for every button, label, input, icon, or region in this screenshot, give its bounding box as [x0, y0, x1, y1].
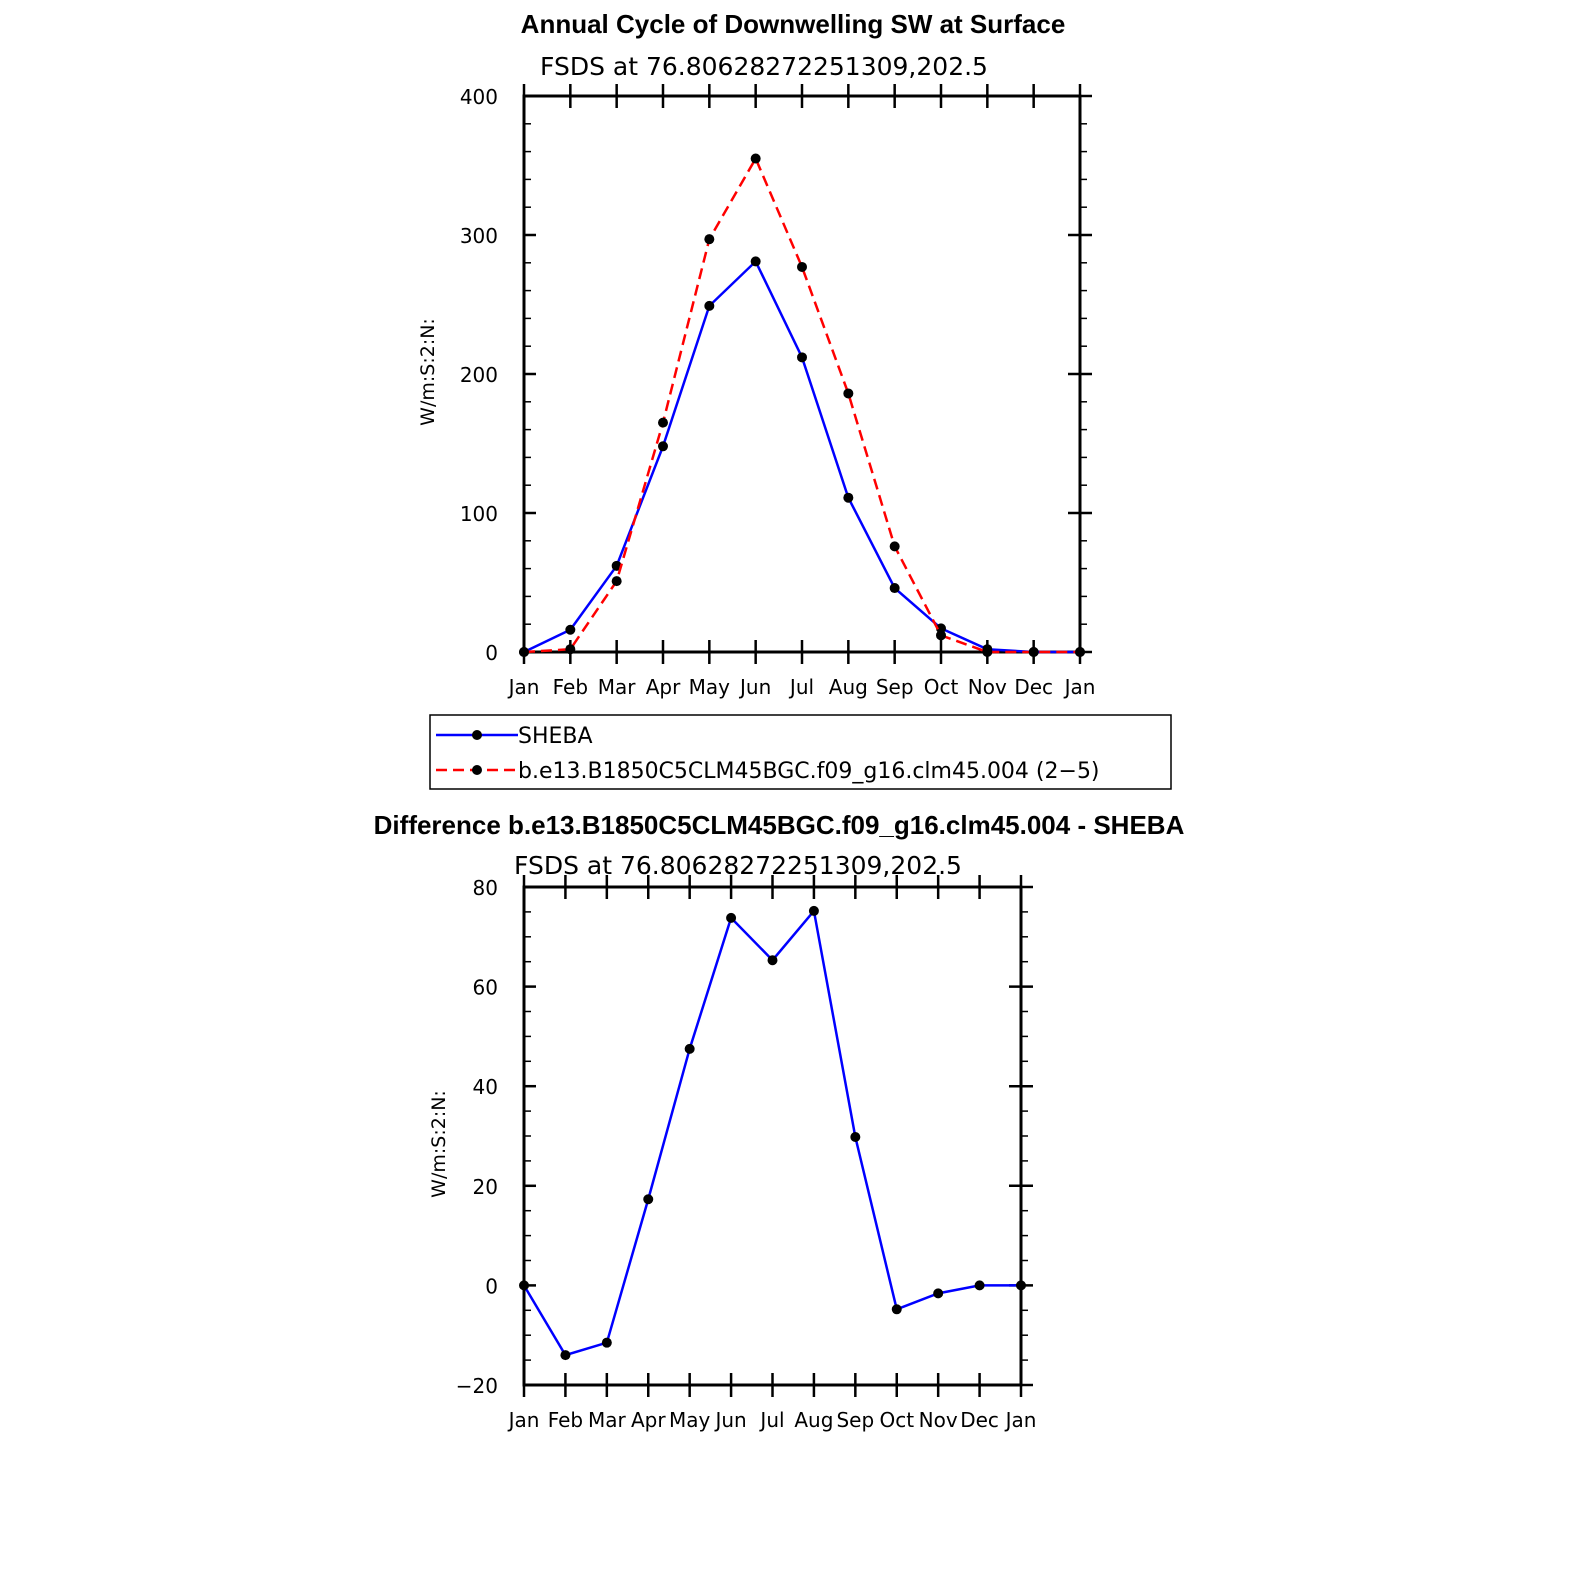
series-1-point	[982, 647, 993, 657]
series-0-point	[565, 624, 576, 635]
x-tick-label: Apr	[631, 1408, 666, 1432]
y-tick-label: 60	[473, 976, 498, 1000]
x-tick-label: Dec	[960, 1408, 999, 1432]
chart-1-plot-frame	[522, 94, 1082, 654]
series-0-point	[601, 1337, 612, 1348]
difference-chart: Difference b.e13.B1850C5CLM45BGC.f09_g16…	[374, 810, 1185, 1432]
x-tick-label: Jan	[507, 1408, 540, 1432]
x-tick-label: May	[669, 1408, 711, 1432]
x-tick-label: Jan	[507, 675, 540, 699]
chart-2-y-axis-label: W/m:S:2:N:	[428, 1090, 450, 1198]
x-tick-label: Apr	[646, 675, 681, 699]
series-line-0	[522, 908, 1021, 1357]
series-0-point	[767, 955, 778, 966]
series-1-point	[889, 541, 900, 552]
series-0-point	[936, 623, 946, 634]
x-tick-label: Jun	[713, 1408, 746, 1432]
series-1-point	[704, 234, 715, 245]
series-0-point	[1016, 1280, 1026, 1291]
series-0-point	[808, 905, 819, 916]
x-tick-label: Oct	[924, 675, 959, 699]
x-tick-label: Aug	[829, 675, 868, 699]
chart-2-title: Difference b.e13.B1850C5CLM45BGC.f09_g16…	[374, 810, 1185, 840]
x-tick-label: Mar	[598, 675, 637, 699]
series-0-point	[889, 583, 900, 594]
y-tick-label: 0	[485, 1274, 498, 1298]
chart-1-y-axis-label: W/m:S:2:N:	[417, 318, 439, 426]
y-tick-label: 100	[460, 502, 498, 526]
series-0-point	[684, 1043, 695, 1054]
series-0-point	[891, 1304, 902, 1315]
series-0-point	[704, 300, 715, 311]
series-1-point	[565, 644, 576, 655]
series-1-point	[843, 388, 854, 399]
y-tick-label: 0	[485, 641, 498, 665]
series-0-point	[850, 1131, 861, 1142]
x-tick-label: May	[689, 675, 731, 699]
series-0-point	[797, 352, 807, 363]
x-tick-label: Jan	[1004, 1408, 1037, 1432]
x-tick-label: Feb	[553, 675, 588, 699]
x-tick-label: Oct	[879, 1408, 914, 1432]
chart-1-legend: SHEBA b.e13.B1850C5CLM45BGC.f09_g16.clm4…	[429, 714, 1172, 790]
legend-label-model: b.e13.B1850C5CLM45BGC.f09_g16.clm45.004 …	[518, 759, 1100, 784]
x-tick-label: Nov	[919, 1408, 958, 1432]
chart-2-series	[519, 905, 1026, 1361]
series-1-point	[797, 261, 807, 272]
y-tick-label: 400	[460, 85, 498, 109]
series-0-point	[843, 492, 854, 503]
x-tick-label: Jun	[738, 675, 771, 699]
series-1-point	[1075, 647, 1085, 657]
x-tick-label: Dec	[1014, 675, 1053, 699]
y-tick-label: 80	[473, 876, 498, 900]
x-tick-label: Jul	[788, 675, 814, 699]
legend-marker-sheba	[472, 730, 482, 740]
legend-entry-sheba: SHEBA	[436, 724, 593, 749]
series-1-point	[750, 153, 761, 164]
x-tick-label: Feb	[548, 1408, 583, 1432]
chart-2-x-tick-labels: Jan Feb Mar Apr May Jun Jul Aug Sep Oct Nov Dec Jan	[507, 1408, 1037, 1432]
x-tick-label: Sep	[876, 675, 914, 699]
series-0-point	[933, 1288, 944, 1299]
series-line-0	[523, 259, 1080, 654]
series-0-point	[643, 1194, 654, 1205]
y-tick-label: 20	[473, 1175, 498, 1199]
chart-2-y-tick-labels: −20 0 20 40 60 80	[456, 876, 498, 1398]
legend-entry-model: b.e13.B1850C5CLM45BGC.f09_g16.clm45.004 …	[436, 759, 1100, 784]
chart-1-x-tick-labels: Jan Feb Mar Apr May Jun Jul Aug Sep Oct Nov Dec Jan	[507, 675, 1096, 699]
chart-1-title: Annual Cycle of Downwelling SW at Surfac…	[521, 9, 1066, 39]
y-tick-label: 200	[460, 363, 498, 387]
series-1-point	[1028, 647, 1039, 657]
x-tick-label: Sep	[836, 1408, 874, 1432]
x-tick-label: Jul	[758, 1408, 784, 1432]
plot-border	[522, 94, 1082, 654]
series-0-point	[519, 1280, 529, 1291]
series-0-point	[726, 912, 737, 923]
series-1-point	[658, 417, 668, 428]
legend-label-sheba: SHEBA	[518, 724, 593, 749]
x-tick-label: Jan	[1063, 675, 1096, 699]
x-tick-label: Mar	[588, 1408, 627, 1432]
chart-2-subtitle: FSDS at 76.80628272251309,202.5	[514, 851, 962, 880]
y-tick-label: −20	[456, 1374, 498, 1398]
y-tick-label: 300	[460, 224, 498, 248]
legend-marker-model	[472, 765, 482, 775]
legend-box	[429, 714, 1172, 790]
y-tick-label: 40	[473, 1075, 498, 1099]
series-0-point	[974, 1280, 985, 1291]
series-0-point	[750, 256, 761, 267]
x-tick-label: Aug	[794, 1408, 833, 1432]
chart-1-series	[519, 153, 1085, 657]
series-1-point	[519, 647, 529, 657]
series-1-point	[611, 576, 622, 587]
series-0-point	[560, 1350, 571, 1361]
annual-cycle-chart: Annual Cycle of Downwelling SW at Surfac…	[417, 9, 1095, 699]
x-tick-label: Nov	[968, 675, 1007, 699]
series-0-point	[658, 441, 668, 452]
chart-1-y-tick-labels: 0 100 200 300 400	[460, 85, 498, 665]
chart-1-subtitle: FSDS at 76.80628272251309,202.5	[540, 52, 988, 81]
series-1-point	[936, 630, 946, 641]
